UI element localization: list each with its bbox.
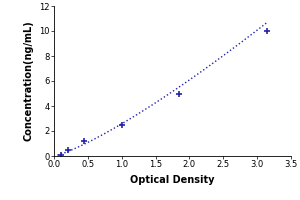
X-axis label: Optical Density: Optical Density (130, 175, 215, 185)
Y-axis label: Concentration(ng/mL): Concentration(ng/mL) (24, 21, 34, 141)
